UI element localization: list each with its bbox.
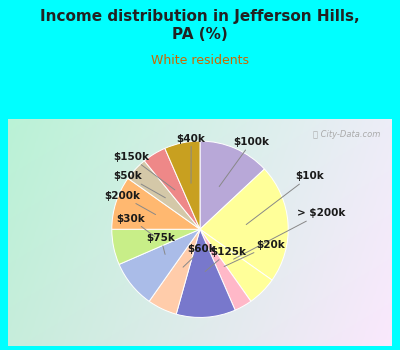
Wedge shape xyxy=(119,229,200,301)
Text: $20k: $20k xyxy=(224,240,285,266)
Text: $30k: $30k xyxy=(116,214,155,237)
Wedge shape xyxy=(112,229,200,264)
Text: > $200k: > $200k xyxy=(234,208,345,259)
Text: $75k: $75k xyxy=(146,233,175,254)
Wedge shape xyxy=(128,161,200,229)
Wedge shape xyxy=(144,148,200,229)
Wedge shape xyxy=(149,229,200,314)
Text: $60k: $60k xyxy=(183,244,216,267)
Text: $150k: $150k xyxy=(113,152,175,190)
Text: $100k: $100k xyxy=(219,137,269,187)
Text: White residents: White residents xyxy=(151,54,249,67)
Text: Income distribution in Jefferson Hills,
PA (%): Income distribution in Jefferson Hills, … xyxy=(40,9,360,42)
Wedge shape xyxy=(200,229,272,301)
Text: $40k: $40k xyxy=(177,134,206,183)
Wedge shape xyxy=(200,141,264,229)
Text: $125k: $125k xyxy=(205,247,246,272)
Wedge shape xyxy=(112,178,200,229)
Wedge shape xyxy=(165,141,200,229)
Text: $10k: $10k xyxy=(246,172,324,225)
Text: ⓘ City-Data.com: ⓘ City-Data.com xyxy=(313,131,380,139)
Wedge shape xyxy=(200,169,288,280)
Wedge shape xyxy=(176,229,235,317)
Wedge shape xyxy=(200,229,251,310)
Text: $200k: $200k xyxy=(104,191,156,215)
Text: $50k: $50k xyxy=(113,172,165,198)
